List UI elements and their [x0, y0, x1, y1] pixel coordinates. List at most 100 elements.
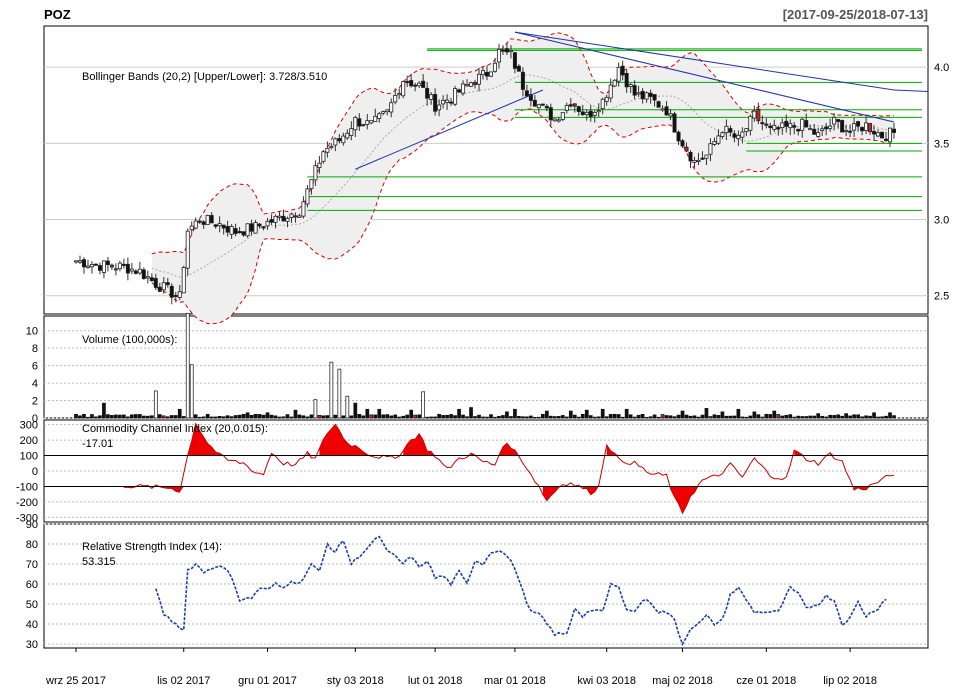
- volume-bar: [568, 410, 573, 419]
- candle-body: [620, 65, 625, 76]
- candle-body: [81, 259, 86, 268]
- rsi-tick-label: 70: [26, 559, 38, 571]
- candle-body: [792, 125, 797, 128]
- candle-body: [836, 119, 841, 122]
- candle-body: [692, 159, 697, 163]
- price-tick-label: 2.5: [934, 291, 949, 303]
- candle-body: [832, 116, 837, 125]
- volume-bar: [365, 408, 370, 419]
- volume-bar: [824, 416, 829, 419]
- volume-bar: [82, 413, 86, 419]
- candle-body: [520, 71, 525, 90]
- volume-tick-label: 8: [32, 343, 38, 355]
- candle-body: [604, 96, 609, 102]
- candle-body: [445, 99, 450, 103]
- volume-bar: [740, 416, 745, 419]
- volume-bar: [373, 414, 378, 419]
- volume-bar: [381, 414, 386, 419]
- candle-body: [892, 128, 897, 133]
- volume-bar: [369, 414, 374, 419]
- candle-body: [77, 260, 82, 263]
- volume-bar: [461, 414, 465, 419]
- candle-body: [556, 119, 561, 122]
- volume-bar: [501, 415, 505, 419]
- candle-body: [349, 128, 354, 136]
- candle-body: [508, 50, 513, 53]
- candle-body: [273, 215, 278, 223]
- candle-body: [269, 219, 274, 223]
- candle-body: [189, 225, 194, 231]
- candle-body: [684, 146, 689, 152]
- volume-bar: [820, 415, 825, 419]
- volume-bar: [624, 408, 629, 419]
- volume-bar: [441, 415, 445, 419]
- candle-body: [624, 73, 629, 88]
- candle-body: [209, 215, 214, 224]
- volume-bar: [672, 416, 677, 419]
- candle-body: [177, 291, 182, 298]
- candle-body: [101, 260, 106, 273]
- volume-bar: [700, 414, 705, 419]
- candle-body: [225, 226, 230, 233]
- candle-body: [369, 120, 374, 124]
- volume-bar: [134, 414, 138, 419]
- candle-body: [217, 223, 222, 227]
- candle-body: [413, 84, 418, 87]
- candle-body: [469, 82, 474, 87]
- candle-body: [800, 118, 805, 131]
- candle-body: [748, 115, 753, 131]
- volume-bar: [716, 415, 721, 419]
- candle-body: [552, 118, 557, 122]
- candle-body: [353, 117, 358, 131]
- rsi-title: Relative Strength Index (14):: [82, 541, 222, 553]
- volume-bar: [421, 391, 426, 419]
- volume-bar: [704, 408, 709, 419]
- volume-bar: [708, 416, 713, 419]
- candle-body: [528, 94, 533, 101]
- volume-bar: [126, 416, 130, 419]
- candle-body: [229, 226, 234, 235]
- candle-body: [321, 151, 326, 162]
- candle-body: [632, 85, 637, 96]
- volume-bar: [604, 416, 609, 419]
- volume-bar: [848, 415, 852, 419]
- volume-bar: [840, 415, 844, 419]
- candle-body: [249, 223, 254, 232]
- volume-bar: [177, 408, 182, 419]
- candle-body: [173, 294, 178, 297]
- volume-bar: [640, 413, 645, 419]
- candle-body: [289, 213, 294, 218]
- candle-body: [93, 263, 98, 266]
- volume-bar: [110, 415, 114, 419]
- candle-body: [345, 132, 350, 139]
- candle-body: [636, 92, 641, 95]
- candle-body: [433, 94, 438, 112]
- candle-body: [876, 132, 881, 137]
- x-tick-label: lut 01 2018: [408, 675, 462, 687]
- candle-body: [89, 264, 94, 268]
- trendline: [514, 31, 895, 91]
- volume-bar: [537, 416, 541, 419]
- volume-tick-label: 4: [32, 378, 38, 390]
- trendline-extension: [893, 89, 929, 93]
- volume-bar: [237, 414, 242, 419]
- candle-body: [728, 128, 733, 133]
- volume-tick-label: 2: [32, 396, 38, 408]
- bollinger-legend-label: Bollinger Bands (20,2) [Upper/Lower]: 3.…: [82, 71, 327, 83]
- volume-bar: [353, 402, 358, 419]
- volume-bar: [349, 415, 354, 419]
- candle-body: [425, 87, 430, 99]
- volume-bar: [728, 415, 733, 419]
- candle-body: [640, 90, 645, 100]
- candle-body: [820, 128, 825, 131]
- x-tick-label: gru 01 2017: [238, 675, 297, 687]
- volume-bar: [788, 414, 793, 419]
- volume-bar: [592, 416, 597, 419]
- candle-body: [500, 49, 505, 52]
- volume-bar: [628, 414, 633, 419]
- candle-body: [405, 81, 410, 84]
- volume-bar: [552, 416, 557, 419]
- volume-bar: [632, 416, 637, 419]
- candle-body: [532, 99, 537, 107]
- candle-body: [193, 220, 198, 229]
